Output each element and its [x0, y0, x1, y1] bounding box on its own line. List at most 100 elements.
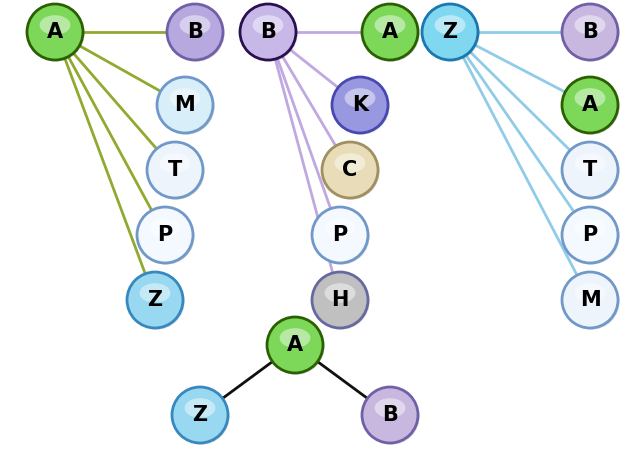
- Ellipse shape: [180, 416, 220, 433]
- Ellipse shape: [570, 236, 610, 253]
- Circle shape: [157, 77, 213, 133]
- Text: A: A: [382, 22, 398, 42]
- Circle shape: [27, 4, 83, 60]
- Text: P: P: [582, 225, 598, 245]
- Text: Z: Z: [442, 22, 458, 42]
- Text: M: M: [580, 290, 600, 310]
- Ellipse shape: [321, 302, 360, 318]
- Text: P: P: [157, 225, 173, 245]
- Ellipse shape: [150, 218, 180, 238]
- Ellipse shape: [170, 88, 200, 108]
- Text: A: A: [47, 22, 63, 42]
- Circle shape: [137, 207, 193, 263]
- Circle shape: [322, 142, 378, 198]
- Text: Z: Z: [147, 290, 163, 310]
- Ellipse shape: [330, 171, 370, 188]
- Circle shape: [173, 388, 230, 445]
- Text: T: T: [168, 160, 182, 180]
- Ellipse shape: [575, 153, 605, 173]
- Circle shape: [312, 272, 368, 328]
- Circle shape: [323, 144, 380, 199]
- Ellipse shape: [340, 106, 380, 123]
- Circle shape: [314, 274, 369, 329]
- Text: P: P: [332, 225, 348, 245]
- Text: B: B: [382, 405, 398, 425]
- Ellipse shape: [140, 283, 170, 303]
- Text: A: A: [582, 95, 598, 115]
- Text: A: A: [287, 335, 303, 355]
- Circle shape: [333, 78, 390, 135]
- Ellipse shape: [180, 15, 211, 35]
- Circle shape: [240, 4, 296, 60]
- Ellipse shape: [570, 302, 610, 318]
- Text: H: H: [332, 290, 349, 310]
- Circle shape: [172, 387, 228, 443]
- Circle shape: [362, 4, 418, 60]
- Circle shape: [147, 142, 203, 198]
- Circle shape: [332, 77, 388, 133]
- Ellipse shape: [35, 33, 75, 50]
- Text: B: B: [582, 22, 598, 42]
- Circle shape: [562, 142, 618, 198]
- Ellipse shape: [344, 88, 376, 108]
- Ellipse shape: [40, 15, 70, 35]
- Circle shape: [29, 5, 84, 62]
- Ellipse shape: [324, 283, 355, 303]
- Ellipse shape: [145, 236, 184, 253]
- Circle shape: [129, 274, 184, 329]
- Circle shape: [562, 207, 618, 263]
- Ellipse shape: [575, 88, 605, 108]
- Circle shape: [364, 388, 419, 445]
- Ellipse shape: [280, 328, 310, 348]
- Circle shape: [563, 5, 620, 62]
- Circle shape: [562, 4, 618, 60]
- Circle shape: [362, 387, 418, 443]
- Circle shape: [312, 207, 368, 263]
- Ellipse shape: [374, 398, 405, 418]
- Ellipse shape: [321, 236, 360, 253]
- Text: M: M: [175, 95, 195, 115]
- Circle shape: [148, 144, 205, 199]
- Ellipse shape: [430, 33, 470, 50]
- Circle shape: [167, 4, 223, 60]
- Circle shape: [159, 78, 214, 135]
- Circle shape: [241, 5, 298, 62]
- Ellipse shape: [374, 15, 405, 35]
- Text: B: B: [187, 22, 203, 42]
- Circle shape: [424, 5, 479, 62]
- Circle shape: [563, 144, 620, 199]
- Circle shape: [138, 208, 195, 265]
- Circle shape: [563, 208, 620, 265]
- Circle shape: [267, 317, 323, 373]
- Circle shape: [563, 78, 620, 135]
- Circle shape: [127, 272, 183, 328]
- Circle shape: [269, 319, 324, 374]
- Ellipse shape: [248, 33, 287, 50]
- Ellipse shape: [156, 171, 195, 188]
- Ellipse shape: [275, 346, 315, 363]
- Text: K: K: [352, 95, 368, 115]
- Ellipse shape: [335, 153, 365, 173]
- Ellipse shape: [371, 416, 410, 433]
- Ellipse shape: [184, 398, 216, 418]
- Text: T: T: [583, 160, 597, 180]
- Circle shape: [563, 274, 620, 329]
- Circle shape: [562, 272, 618, 328]
- Ellipse shape: [165, 106, 205, 123]
- Ellipse shape: [371, 33, 410, 50]
- Ellipse shape: [136, 302, 175, 318]
- Ellipse shape: [575, 283, 605, 303]
- Ellipse shape: [175, 33, 214, 50]
- Ellipse shape: [253, 15, 284, 35]
- Ellipse shape: [570, 106, 610, 123]
- Ellipse shape: [575, 15, 605, 35]
- Ellipse shape: [570, 33, 610, 50]
- Ellipse shape: [570, 171, 610, 188]
- Ellipse shape: [324, 218, 355, 238]
- Circle shape: [562, 77, 618, 133]
- Circle shape: [364, 5, 419, 62]
- Text: C: C: [342, 160, 358, 180]
- Text: Z: Z: [193, 405, 207, 425]
- Ellipse shape: [575, 218, 605, 238]
- Circle shape: [314, 208, 369, 265]
